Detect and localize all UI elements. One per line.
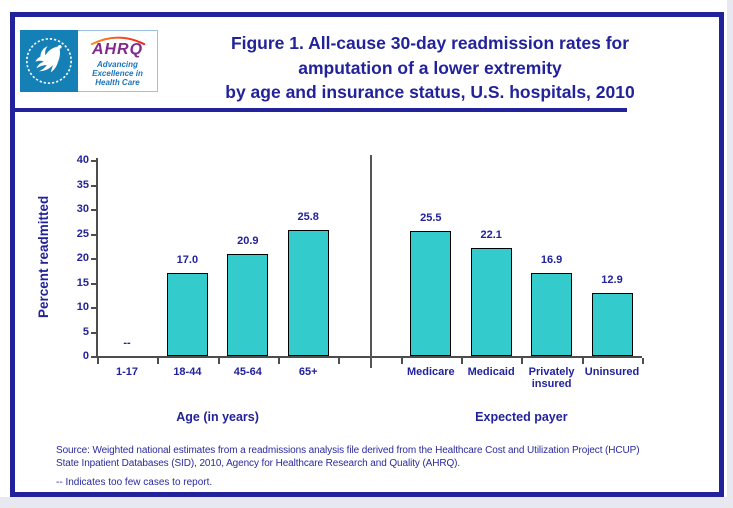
bar-chart: Percent readmitted 0 5 10 15 20 25 30 35 40 -- 1-1… — [36, 154, 645, 424]
hhs-eagle-seal-icon — [20, 30, 78, 92]
y-tick-mark — [91, 160, 96, 162]
bar-value-label: 20.9 — [237, 234, 259, 247]
y-tick-label: 0 — [82, 350, 89, 362]
x-tick-mark — [157, 358, 160, 364]
figure-slide: AHRQ Advancing Excellence in Health Care… — [0, 0, 727, 497]
y-tick-mark — [91, 184, 96, 187]
y-tick-label: 15 — [76, 276, 89, 289]
hhs-eagle-icon — [26, 38, 72, 84]
figure-title: Figure 1. All-cause 30-day readmission r… — [190, 31, 670, 105]
ahrq-arc-icon — [90, 36, 145, 45]
y-tick-label: 5 — [82, 325, 89, 338]
category-label: 45-64 — [233, 366, 262, 378]
x-tick-mark — [581, 358, 584, 364]
y-tick-label: 25 — [76, 227, 89, 240]
source-line-2: State Inpatient Databases (SID), 2010, A… — [56, 457, 461, 469]
figure-title-line-3: by age and insurance status, U.S. hospit… — [225, 82, 635, 102]
y-tick-mark — [91, 356, 96, 358]
y-tick-mark — [91, 282, 96, 285]
y-tick-mark — [91, 258, 96, 260]
x-tick-mark — [461, 358, 463, 364]
group-axis-label: Expected payer — [475, 410, 568, 424]
bar-value-label: 17.0 — [176, 253, 199, 266]
y-tick-mark — [91, 331, 96, 334]
group-axis-label: Age (in years) — [176, 410, 259, 424]
y-tick-label: 40 — [76, 154, 89, 166]
x-tick-mark — [338, 358, 341, 364]
group-divider-line — [369, 155, 372, 368]
figure-title-line-1: Figure 1. All-cause 30-day readmission r… — [230, 33, 630, 53]
x-tick-mark — [217, 358, 220, 364]
ahrq-tagline: Advancing Excellence in Health Care — [92, 60, 143, 87]
ahrq-logo-text-panel: AHRQ Advancing Excellence in Health Care — [78, 30, 158, 92]
null-value-marker: -- — [123, 337, 131, 349]
bar-value-label: 12.9 — [601, 273, 623, 286]
category-label: Uninsured — [584, 366, 640, 378]
header-divider-rule — [15, 108, 627, 112]
x-tick-mark — [278, 358, 280, 364]
y-tick-mark — [91, 307, 96, 309]
bar-medicaid — [470, 247, 512, 356]
y-tick-mark — [91, 233, 96, 236]
bar-value-label: 22.1 — [480, 228, 502, 241]
category-label: 18-44 — [173, 366, 202, 378]
y-axis-line — [96, 158, 98, 358]
bar-value-label: 25.5 — [420, 212, 442, 225]
slide-border-frame — [10, 12, 724, 497]
y-tick-label: 35 — [76, 178, 89, 191]
category-label: Privately insured — [528, 366, 575, 390]
x-tick-mark — [96, 358, 99, 364]
y-tick-label: 30 — [76, 203, 89, 215]
too-few-cases-note: -- Indicates too few cases to report. — [56, 477, 213, 488]
tagline-line-3: Health Care — [95, 77, 140, 87]
bar-45-64 — [227, 253, 269, 356]
bar-privately-insured — [531, 273, 573, 356]
bar-18-44 — [166, 272, 208, 356]
source-line-1: Source: Weighted national estimates from… — [56, 445, 640, 456]
category-label: 65+ — [298, 366, 318, 378]
tagline-line-1: Advancing — [97, 59, 138, 69]
bar-medicare — [410, 231, 452, 356]
category-label: 1-17 — [115, 366, 139, 378]
figure-title-line-2: amputation of a lower extremity — [298, 57, 562, 78]
x-tick-mark — [521, 358, 524, 364]
source-note: Source: Weighted national estimates from… — [56, 445, 701, 470]
x-tick-mark — [400, 358, 403, 364]
bar-65- — [287, 229, 329, 356]
tagline-line-2: Excellence in — [92, 68, 143, 78]
y-tick-label: 20 — [76, 252, 89, 264]
ahrq-logo: AHRQ Advancing Excellence in Health Care — [20, 30, 158, 92]
y-tick-label: 10 — [76, 301, 89, 313]
ahrq-wordmark: AHRQ — [91, 40, 144, 58]
category-label: Medicaid — [467, 366, 515, 378]
category-label: Medicare — [406, 366, 455, 378]
bar-value-label: 25.8 — [297, 210, 319, 223]
x-tick-mark — [642, 358, 645, 364]
x-axis-line — [96, 356, 643, 358]
bar-uninsured — [591, 292, 633, 356]
bar-value-label: 16.9 — [540, 254, 563, 267]
y-tick-mark — [91, 209, 96, 211]
